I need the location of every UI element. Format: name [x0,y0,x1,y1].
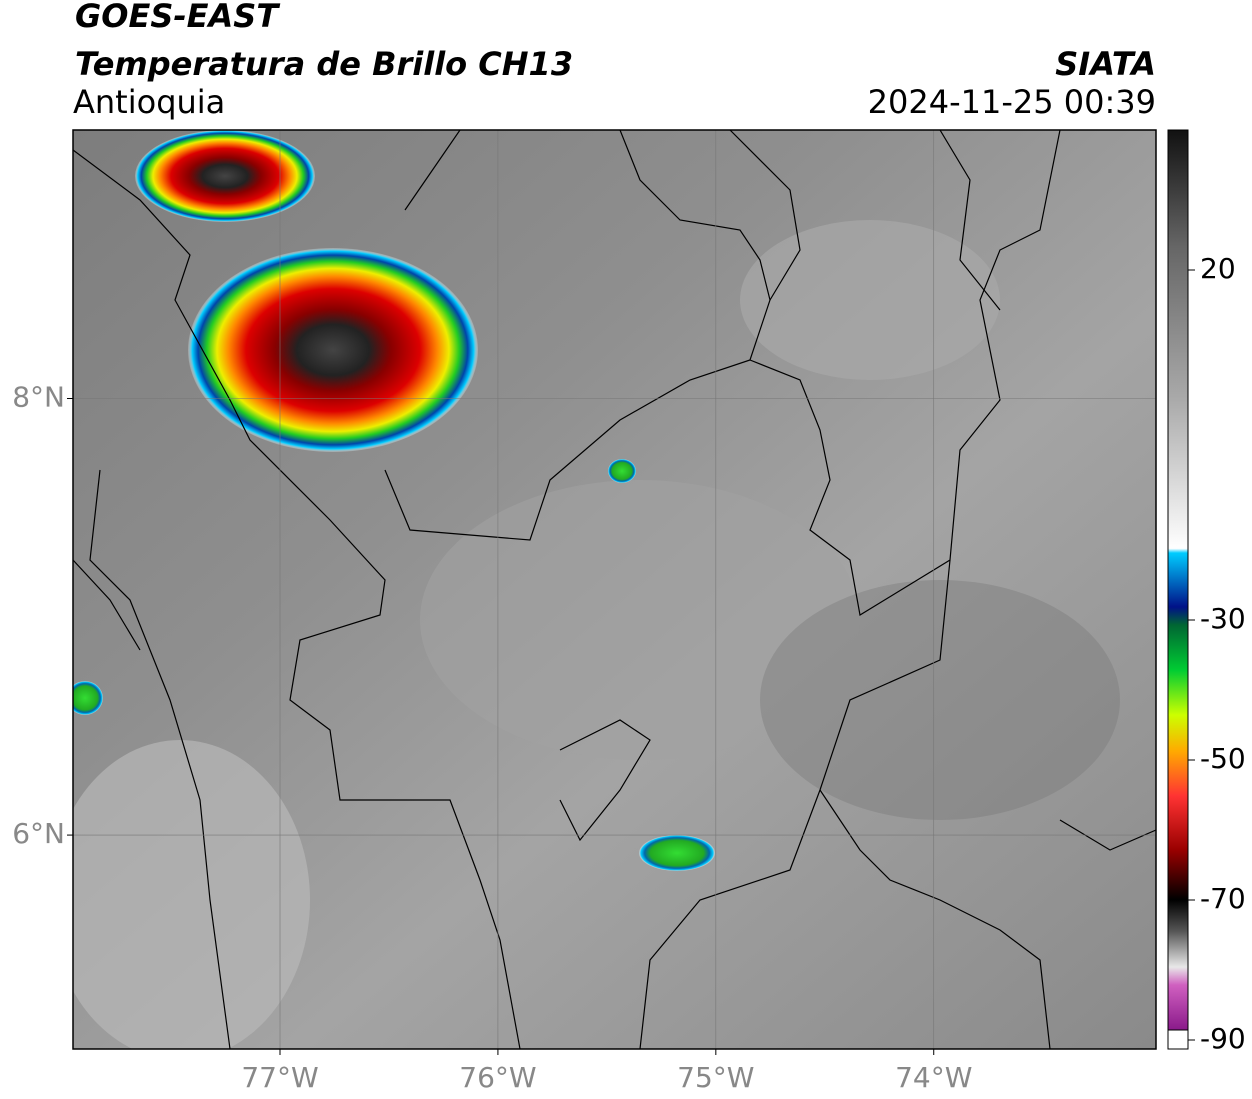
map-image [73,130,1156,1049]
colorbar-frame [1167,129,1189,1050]
colorbar-tick-label: -50 [1200,742,1246,775]
colorbar-tick-label: -90 [1200,1022,1246,1055]
map-frame [72,129,1157,1050]
datetime: 2024-11-25 00:39 [868,83,1156,121]
x-tick-label: 75°W [677,1061,754,1094]
colorbar-extension [1167,1029,1189,1050]
colorbar-tick-label: -30 [1200,602,1246,635]
graticule [73,130,1156,1049]
x-tick-label: 77°W [241,1061,318,1094]
y-tick-label: 8°N [12,380,65,413]
x-tick-label: 76°W [459,1061,536,1094]
colorbar-tick-label: -70 [1200,882,1246,915]
x-tick-label: 74°W [895,1061,972,1094]
source: SIATA [1055,45,1156,83]
subtitle: Temperatura de Brillo CH13 [75,45,573,83]
y-tick-label: 6°N [12,817,65,850]
region: Antioquia [73,83,225,121]
colorbar-tick-label: 20 [1200,252,1236,285]
colorbar [1168,130,1188,1030]
title: GOES-EAST [75,0,280,35]
